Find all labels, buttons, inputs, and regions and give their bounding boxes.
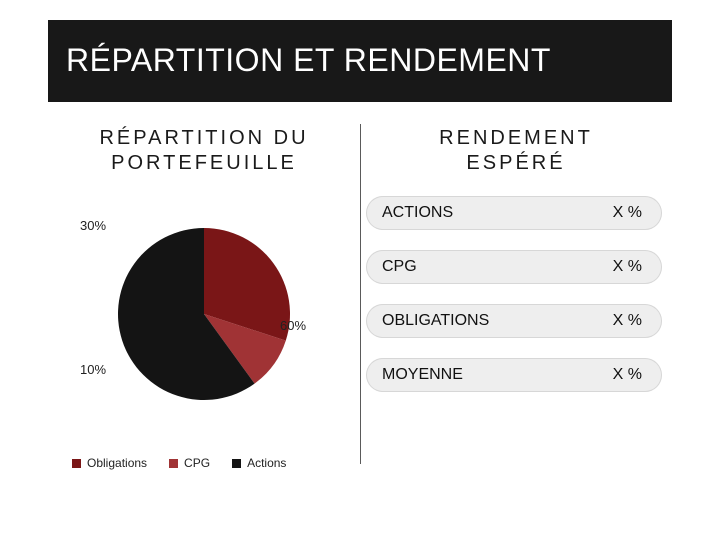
row-value: X % [613, 366, 642, 384]
row-value: X % [613, 204, 642, 222]
returns-row-cpg: CPG X % [366, 250, 662, 284]
legend-item-obligations: Obligations [72, 456, 147, 470]
row-label: MOYENNE [382, 366, 463, 384]
returns-table: ACTIONS X % CPG X % OBLIGATIONS X % MOYE… [366, 196, 662, 392]
slice-label-actions: 60% [280, 318, 306, 333]
returns-row-obligations: OBLIGATIONS X % [366, 304, 662, 338]
pie-chart: 30% 10% 60% [84, 208, 314, 418]
right-subhead: RENDEMENT ESPÉRÉ [360, 126, 672, 176]
columns: RÉPARTITION DU PORTEFEUILLE 30% 10% 60% … [48, 118, 672, 506]
swatch-icon [72, 459, 81, 468]
row-label: OBLIGATIONS [382, 312, 489, 330]
left-subhead-line2: PORTEFEUILLE [111, 152, 297, 174]
legend-label: CPG [184, 456, 210, 470]
page: RÉPARTITION ET RENDEMENT RÉPARTITION DU … [0, 0, 720, 540]
returns-row-moyenne: MOYENNE X % [366, 358, 662, 392]
legend: Obligations CPG Actions [72, 456, 286, 470]
row-label: CPG [382, 258, 417, 276]
left-subhead: RÉPARTITION DU PORTEFEUILLE [48, 126, 360, 176]
legend-label: Actions [247, 456, 286, 470]
slice-label-cpg: 10% [80, 362, 106, 377]
right-subhead-line1: RENDEMENT [439, 127, 593, 149]
left-column: RÉPARTITION DU PORTEFEUILLE 30% 10% 60% … [48, 118, 360, 506]
right-subhead-line2: ESPÉRÉ [466, 152, 565, 174]
pie-svg [84, 208, 314, 418]
left-subhead-line1: RÉPARTITION DU [99, 127, 308, 149]
page-title: RÉPARTITION ET RENDEMENT [66, 43, 551, 78]
legend-label: Obligations [87, 456, 147, 470]
legend-item-cpg: CPG [169, 456, 210, 470]
row-value: X % [613, 258, 642, 276]
swatch-icon [232, 459, 241, 468]
swatch-icon [169, 459, 178, 468]
row-label: ACTIONS [382, 204, 453, 222]
row-value: X % [613, 312, 642, 330]
legend-item-actions: Actions [232, 456, 286, 470]
returns-row-actions: ACTIONS X % [366, 196, 662, 230]
title-bar: RÉPARTITION ET RENDEMENT [48, 20, 672, 102]
right-column: RENDEMENT ESPÉRÉ ACTIONS X % CPG X % OBL… [360, 118, 672, 506]
slice-label-obligations: 30% [80, 218, 106, 233]
